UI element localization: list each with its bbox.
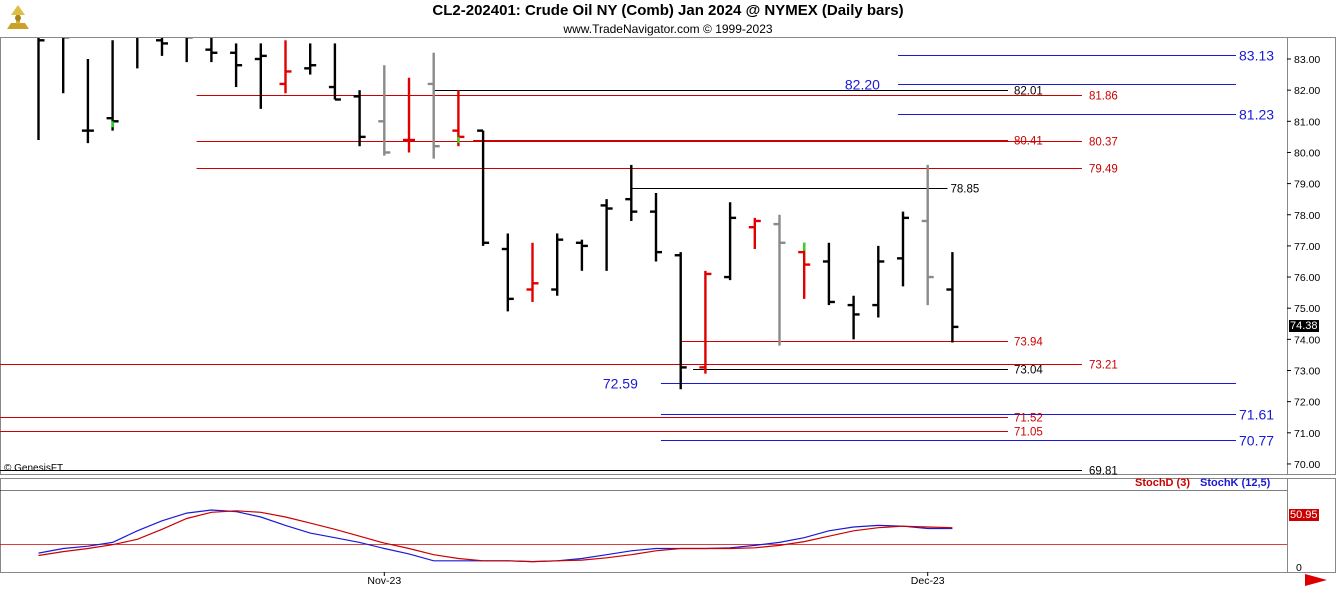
- level-label: 70.77: [1239, 433, 1274, 449]
- ohlc-bar: [946, 252, 959, 343]
- level-label: 73.94: [1014, 337, 1043, 349]
- price-tick-label: 83.00: [1294, 54, 1320, 66]
- ohlc-bar: [699, 270, 712, 374]
- level-label: 69.81: [1089, 466, 1118, 478]
- price-tick-label: 74.00: [1294, 334, 1320, 346]
- ohlc-bar: [156, 38, 168, 56]
- ohlc-bar: [798, 242, 811, 299]
- ohlc-bar: [62, 38, 70, 94]
- price-tick-label: 78.00: [1294, 210, 1320, 222]
- price-tick-label: 80.00: [1294, 147, 1320, 159]
- price-tick-label: 77.00: [1294, 241, 1320, 253]
- price-bars: [37, 38, 959, 390]
- stochastic-panel: 0: [0, 490, 1302, 574]
- level-label: 71.05: [1014, 427, 1043, 439]
- ohlc-bar: [185, 38, 193, 63]
- ohlc-bar: [650, 192, 662, 262]
- price-tick-label: 76.00: [1294, 272, 1320, 284]
- ohlc-bar: [328, 43, 341, 101]
- trade-navigator-logo-icon: [3, 3, 33, 33]
- price-tick-label: 81.00: [1294, 116, 1320, 128]
- time-tick-label: Nov-23: [367, 575, 401, 587]
- arrow-right-icon: [1305, 574, 1327, 586]
- price-axis: 83.00 82.00 81.00 80.00 79.00 78.00 77.00 76.00…: [1287, 54, 1320, 471]
- price-tick-label: 82.00: [1294, 85, 1320, 97]
- price-tick-label: 71.00: [1294, 428, 1320, 440]
- ohlc-bar: [773, 214, 786, 346]
- level-label: 81.86: [1089, 91, 1118, 103]
- price-tick-label: 72.00: [1294, 397, 1320, 409]
- price-tick-label: 70.00: [1294, 459, 1320, 471]
- ohlc-bar: [625, 164, 638, 221]
- ohlc-bar: [403, 77, 415, 153]
- ohlc-bar: [353, 90, 366, 147]
- ohlc-bar: [674, 252, 687, 390]
- ohlc-bar: [897, 211, 909, 287]
- level-label: 79.49: [1089, 164, 1118, 176]
- ohlc-bar: [452, 90, 465, 147]
- ohlc-bar: [106, 40, 119, 131]
- chart-title: CL2-202401: Crude Oil NY (Comb) Jan 2024…: [432, 2, 904, 19]
- stoch-legend-d: StochD (3): [1135, 477, 1190, 489]
- ohlc-bar: [748, 217, 761, 250]
- ohlc-bar: [575, 239, 588, 271]
- ohlc-bar: [254, 43, 267, 109]
- level-label: 82.20: [845, 77, 880, 93]
- ohlc-bar: [724, 202, 737, 281]
- ohlc-bar: [501, 233, 514, 312]
- stoch-tick-label: 0: [1296, 562, 1302, 574]
- chart-frames: [0, 37, 1336, 573]
- ohlc-bar: [600, 199, 613, 271]
- ohlc-bar: [37, 38, 45, 140]
- level-label: 80.37: [1089, 137, 1118, 149]
- stoch-panel-frame: [0, 478, 1288, 573]
- level-label: 78.85: [950, 184, 979, 196]
- level-label: 81.23: [1239, 107, 1274, 123]
- copyright-label: © GenesisFT: [4, 463, 64, 474]
- time-tick-label: Dec-23: [911, 575, 945, 587]
- ohlc-bar: [230, 43, 243, 88]
- ohlc-bar: [551, 233, 564, 296]
- price-tick-label: 75.00: [1294, 303, 1320, 315]
- ohlc-bar: [378, 65, 391, 156]
- level-label: 82.01: [1014, 86, 1043, 98]
- ohlc-bar: [477, 129, 490, 246]
- ohlc-bar: [921, 164, 934, 306]
- price-tick-label: 73.00: [1294, 366, 1320, 378]
- time-axis: Nov-23 Dec-23: [367, 572, 945, 587]
- level-label: 73.21: [1089, 360, 1118, 372]
- ohlc-bar: [872, 245, 885, 318]
- ohlc-bar: [136, 38, 139, 69]
- stoch-series-line: [38, 510, 953, 563]
- scroll-right-button[interactable]: [1304, 573, 1328, 587]
- level-label: 72.59: [603, 376, 638, 392]
- chart-subtitle: www.TradeNavigator.com © 1999-2023: [563, 22, 773, 36]
- stoch-value-badge: 50.95: [1289, 509, 1319, 521]
- level-label: 73.04: [1014, 365, 1043, 377]
- last-price-badge: 74.38: [1289, 320, 1319, 332]
- ohlc-bar: [279, 40, 292, 94]
- stoch-legend-k: StochK (12,5): [1200, 477, 1271, 489]
- level-label: 83.13: [1239, 48, 1274, 64]
- ohlc-bar: [822, 242, 835, 306]
- ohlc-bar: [304, 43, 317, 75]
- ohlc-bar: [526, 242, 539, 302]
- price-panel-frame: [0, 37, 1288, 475]
- level-label: 71.52: [1014, 413, 1043, 425]
- ohlc-bar: [81, 59, 94, 144]
- ohlc-bar: [427, 52, 440, 159]
- ohlc-bar: [847, 295, 860, 340]
- price-tick-label: 79.00: [1294, 179, 1320, 191]
- ohlc-bar: [205, 38, 218, 63]
- level-label: 71.61: [1239, 407, 1274, 423]
